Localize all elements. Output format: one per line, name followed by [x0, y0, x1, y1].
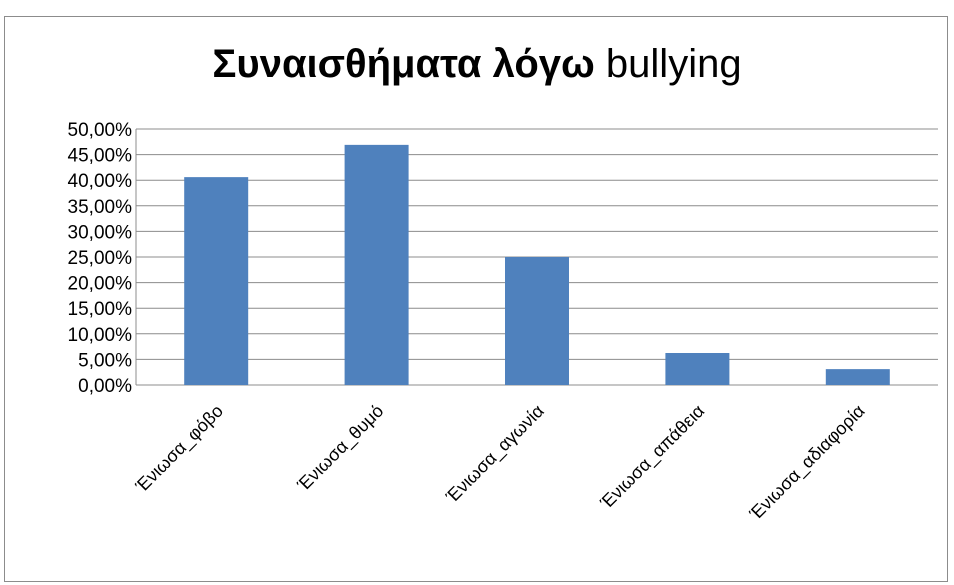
y-tick-label: 25,00% [68, 248, 133, 269]
y-tick-label: 50,00% [68, 120, 133, 141]
bar [505, 257, 569, 385]
x-axis-labels: Ένιωσα_φόβο Ένιωσα_θυμό Ένιωσα_αγωνία Ένιωσ… [131, 401, 869, 525]
bars [184, 144, 890, 385]
y-tick-label: 5,00% [78, 350, 132, 371]
y-tick-label: 40,00% [68, 171, 133, 192]
bar [665, 353, 730, 385]
y-tick-label: 30,00% [68, 222, 133, 243]
x-category-label: Ένιωσα_φόβο [131, 401, 228, 498]
y-tick-label: 35,00% [68, 197, 133, 218]
x-category-label: Ένιωσα_αδιαφορία [745, 401, 869, 525]
chart-title-bold: Συναισθήματα λόγω [212, 42, 595, 86]
chart-title: Συναισθήματα λόγω bullying [0, 42, 954, 87]
y-tick-label: 15,00% [68, 299, 133, 320]
x-category-label: Ένιωσα_απάθεια [596, 401, 709, 514]
x-category-label: Ένιωσα_αγωνία [441, 401, 548, 508]
y-tick-label: 0,00% [78, 376, 132, 397]
chart-frame [4, 16, 948, 582]
chart-title-normal: bullying [605, 42, 742, 86]
bar [344, 144, 409, 385]
y-tick-label: 10,00% [68, 325, 133, 346]
y-tick-label: 20,00% [68, 274, 133, 295]
y-tick-label: 45,00% [68, 146, 133, 167]
bar [184, 177, 249, 385]
bar [825, 369, 890, 385]
y-axis-ticks: 0,00% 5,00% 10,00% 15,00% 20,00% 25,00% 30,00%… [68, 120, 133, 397]
x-category-label: Ένιωσα_θυμό [293, 401, 388, 496]
